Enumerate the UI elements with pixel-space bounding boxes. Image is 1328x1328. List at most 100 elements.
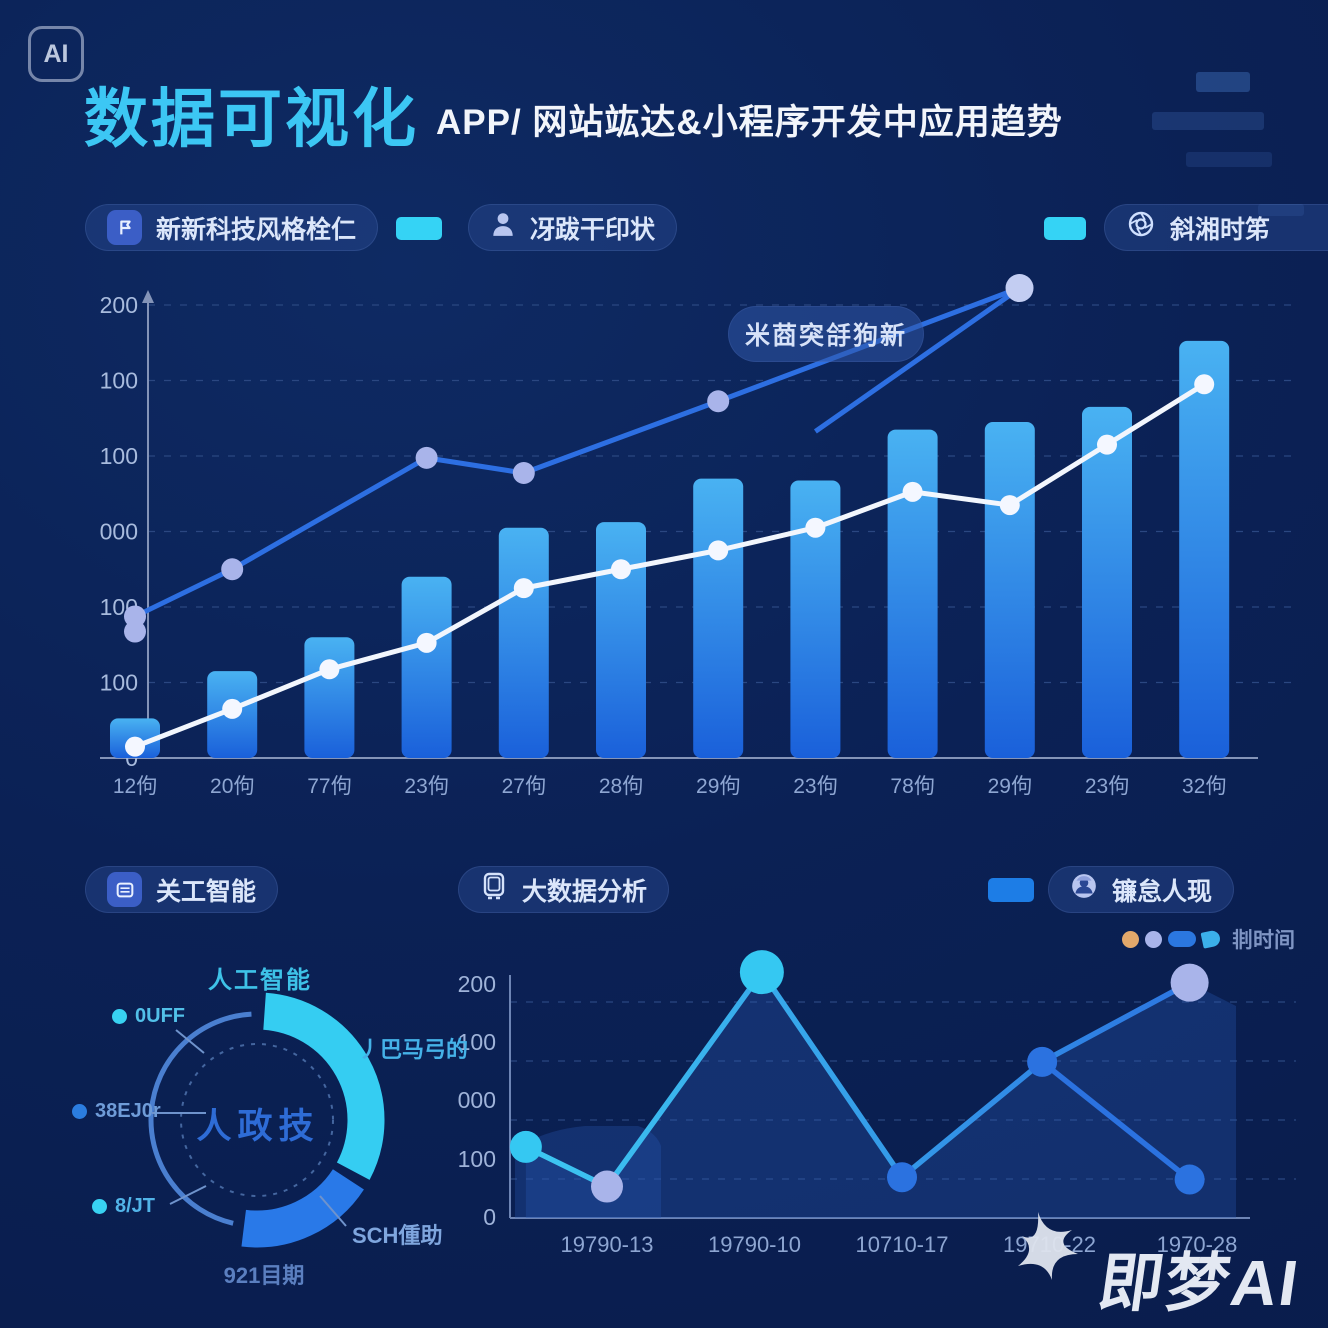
- white-line-point: [319, 659, 340, 680]
- bar: [304, 637, 355, 758]
- donut-right-label: 丿巴马弓的: [358, 1037, 469, 1062]
- y-axis-arrow: [142, 290, 154, 303]
- y-tick-label: 100: [100, 670, 138, 696]
- white-line-point: [1194, 374, 1215, 395]
- y-tick-label: 000: [458, 1087, 496, 1113]
- glitch-artifact: [1186, 152, 1272, 167]
- flag-icon: [107, 210, 142, 245]
- watermark-text: 即梦AI: [1094, 1247, 1305, 1319]
- donut-bullet-3: 8/JT: [92, 1195, 155, 1218]
- data-point: [1027, 1046, 1058, 1077]
- blue-line-extra-point: [124, 620, 146, 643]
- x-tick-label: 23佝: [1085, 775, 1129, 798]
- section-pill-ai[interactable]: 关工智能: [85, 866, 279, 913]
- x-tick-label: 29佝: [988, 775, 1032, 798]
- bar: [1082, 406, 1132, 758]
- bar: [401, 576, 452, 758]
- trend-line-branch: [1040, 1059, 1192, 1182]
- blue-line-branch: [813, 289, 1017, 434]
- watermark: 即梦AI: [1000, 1210, 1328, 1320]
- area-fill: [525, 972, 1236, 1218]
- jimeng-logo-icon: [1018, 1212, 1078, 1280]
- data-point: [509, 1130, 542, 1163]
- white-line: [134, 382, 1206, 750]
- x-tick-label: 1970-28: [1157, 1232, 1238, 1257]
- y-tick-label: 100: [100, 368, 138, 394]
- donut-segment: [262, 992, 385, 1180]
- person-icon: [490, 210, 516, 245]
- section-pill-label: 镰怠人现: [1112, 877, 1213, 906]
- x-tick-label: 12佝: [113, 775, 157, 798]
- white-line-point: [416, 632, 437, 653]
- section-pill-label: 大数据分析: [522, 877, 648, 906]
- legend-pill-tech-style[interactable]: 新新科技风格栓仁: [85, 204, 379, 251]
- glitch-artifact: [1196, 72, 1250, 92]
- user-icon: [1070, 872, 1098, 907]
- bullet-label: 0UFF: [135, 1005, 185, 1027]
- section-pill-label: 关工智能: [156, 877, 257, 906]
- legend-swatch-cyan: [396, 217, 442, 240]
- x-tick-label: 78佝: [890, 775, 934, 798]
- bar: [1179, 340, 1230, 758]
- x-tick-label: 19790-13: [561, 1232, 654, 1257]
- section-pill-bigdata[interactable]: 大数据分析: [458, 866, 670, 913]
- y-tick-label: 100: [100, 443, 138, 469]
- mini-legend-label: 剕时间: [1232, 929, 1295, 952]
- donut-connector-line: [319, 1195, 347, 1227]
- bar: [596, 522, 646, 758]
- legend-swatch-cyan-2: [1044, 217, 1086, 240]
- y-tick-label: 0: [483, 1204, 496, 1230]
- legend-drop-cyan: [1200, 929, 1222, 949]
- card-lines-icon: [107, 872, 142, 907]
- page-title: 数据可视化: [84, 83, 419, 155]
- x-tick-label: 77佝: [307, 775, 351, 798]
- legend-pill-time[interactable]: 斜湘时笫: [1104, 204, 1328, 251]
- blue-line-point: [1005, 274, 1034, 303]
- bar: [498, 527, 549, 758]
- white-line-point: [999, 495, 1020, 516]
- bullet-dot-icon: [92, 1199, 107, 1214]
- y-tick-label: 200: [100, 292, 138, 318]
- legend-pill-user-status[interactable]: 冴跋干印状: [468, 204, 678, 251]
- aperture-icon: [1126, 209, 1156, 246]
- donut-inner-dashed-circle: [180, 1043, 334, 1197]
- donut-center-label: 人政技: [196, 1107, 320, 1146]
- donut-bullet-2: 38EJ0r: [72, 1100, 161, 1123]
- white-line-point: [708, 540, 729, 561]
- donut-lowright-label: SCH偅助: [352, 1223, 443, 1248]
- glitch-artifact: [1152, 112, 1264, 130]
- white-line-point: [125, 736, 145, 757]
- white-line-point: [513, 578, 534, 599]
- x-tick-label: 28佝: [599, 775, 643, 798]
- white-line-point: [902, 481, 923, 502]
- mini-legend: 剕时间: [1122, 924, 1295, 954]
- blue-line: [133, 285, 1021, 619]
- legend-swatch-blue: [988, 878, 1034, 902]
- blue-line-point: [512, 461, 535, 484]
- bar: [984, 422, 1035, 758]
- x-tick-label: 27佝: [502, 775, 546, 798]
- bar: [693, 478, 744, 758]
- data-point: [887, 1162, 917, 1193]
- page-subtitle: APP/ 网站竑达&小程序开发中应用趋势: [436, 103, 1063, 142]
- y-tick-label: 200: [458, 971, 496, 997]
- bar: [887, 429, 938, 758]
- x-tick-label: 20佝: [210, 775, 254, 798]
- x-tick-label: 23佝: [793, 775, 837, 798]
- bullet-label: 8/JT: [115, 1195, 156, 1217]
- ai-logo-badge: AI: [28, 26, 84, 82]
- white-line-point: [222, 698, 243, 719]
- legend-rect-blue: [1168, 931, 1196, 947]
- data-point: [1174, 1164, 1205, 1195]
- x-tick-label: 23佝: [404, 775, 448, 798]
- data-point: [1170, 963, 1209, 1002]
- x-tick-label: 19790-10: [708, 1232, 801, 1257]
- donut-connector-line: [175, 1029, 205, 1054]
- section-pill-user[interactable]: 镰怠人现: [1048, 866, 1235, 913]
- blue-line-point: [415, 446, 438, 469]
- blue-line-point: [221, 558, 244, 581]
- blue-line-point: [707, 390, 730, 413]
- chart-tooltip: 米莔突㧱狗新: [728, 306, 924, 362]
- legend-pill-label: 新新科技风格栓仁: [156, 215, 357, 244]
